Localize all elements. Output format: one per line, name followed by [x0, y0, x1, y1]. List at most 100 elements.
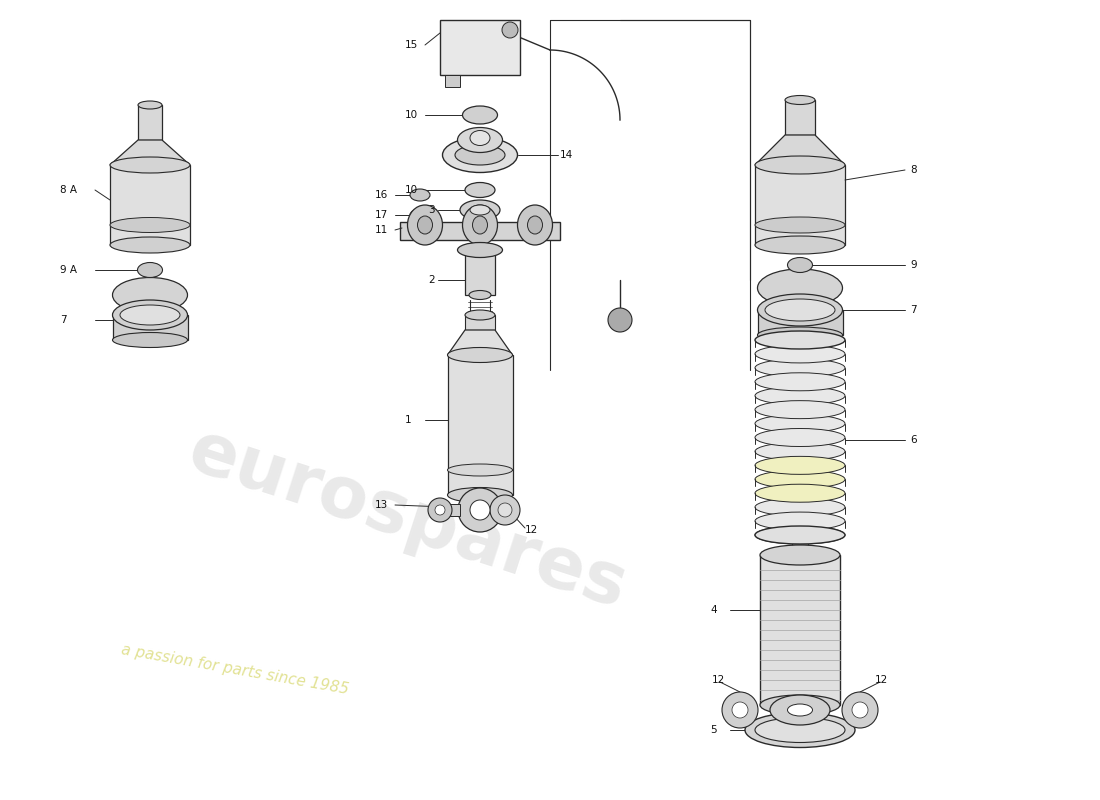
- Polygon shape: [110, 140, 190, 165]
- Ellipse shape: [410, 209, 430, 221]
- Ellipse shape: [528, 216, 542, 234]
- Text: 5: 5: [710, 725, 716, 735]
- Ellipse shape: [755, 512, 845, 530]
- Text: 8: 8: [910, 165, 916, 175]
- Bar: [440, 20, 520, 75]
- Ellipse shape: [788, 704, 813, 716]
- Text: 12: 12: [712, 675, 725, 685]
- Circle shape: [458, 488, 502, 532]
- Circle shape: [608, 308, 632, 332]
- Text: eurospares: eurospares: [180, 417, 636, 623]
- Ellipse shape: [755, 718, 845, 742]
- Circle shape: [434, 505, 446, 515]
- Ellipse shape: [785, 95, 815, 105]
- Text: 12: 12: [525, 525, 538, 535]
- Ellipse shape: [758, 327, 843, 343]
- Text: 7: 7: [60, 315, 67, 325]
- Ellipse shape: [460, 200, 500, 220]
- Ellipse shape: [764, 299, 835, 321]
- Circle shape: [732, 702, 748, 718]
- Ellipse shape: [760, 545, 840, 565]
- Ellipse shape: [138, 262, 163, 278]
- Text: a passion for parts since 1985: a passion for parts since 1985: [120, 642, 350, 698]
- Ellipse shape: [112, 333, 187, 347]
- Circle shape: [490, 495, 520, 525]
- Ellipse shape: [470, 130, 490, 146]
- Ellipse shape: [112, 300, 187, 330]
- Ellipse shape: [110, 237, 190, 253]
- Circle shape: [842, 692, 878, 728]
- Ellipse shape: [110, 218, 190, 233]
- Ellipse shape: [462, 205, 497, 245]
- Bar: [138, 105, 162, 140]
- Ellipse shape: [465, 310, 495, 320]
- Ellipse shape: [465, 182, 495, 198]
- Ellipse shape: [755, 526, 845, 544]
- Bar: [446, 504, 460, 516]
- Text: 12: 12: [874, 675, 889, 685]
- Circle shape: [722, 692, 758, 728]
- Ellipse shape: [112, 278, 187, 313]
- Text: 9: 9: [910, 260, 916, 270]
- Ellipse shape: [448, 464, 513, 476]
- Ellipse shape: [110, 157, 190, 173]
- Ellipse shape: [120, 305, 180, 325]
- Polygon shape: [448, 330, 513, 355]
- Ellipse shape: [755, 373, 845, 390]
- Ellipse shape: [517, 205, 552, 245]
- Ellipse shape: [755, 414, 845, 433]
- Text: 7: 7: [910, 305, 916, 315]
- Ellipse shape: [448, 347, 513, 362]
- Ellipse shape: [770, 695, 830, 725]
- Text: 14: 14: [560, 150, 573, 160]
- Ellipse shape: [462, 106, 497, 124]
- Ellipse shape: [758, 269, 843, 307]
- Ellipse shape: [755, 456, 845, 474]
- Text: 1: 1: [405, 415, 411, 425]
- Text: 6: 6: [910, 435, 916, 445]
- Ellipse shape: [418, 216, 432, 234]
- Ellipse shape: [755, 236, 845, 254]
- Bar: [760, 555, 840, 705]
- Ellipse shape: [755, 470, 845, 488]
- Bar: [112, 315, 187, 340]
- Circle shape: [502, 22, 518, 38]
- Text: 16: 16: [375, 190, 388, 200]
- Ellipse shape: [758, 294, 843, 326]
- Circle shape: [470, 500, 490, 520]
- Ellipse shape: [755, 359, 845, 377]
- Bar: [785, 100, 815, 135]
- Bar: [446, 75, 460, 87]
- Circle shape: [498, 503, 512, 517]
- Ellipse shape: [788, 258, 813, 273]
- Ellipse shape: [473, 216, 487, 234]
- Ellipse shape: [755, 401, 845, 418]
- Text: 13: 13: [375, 500, 388, 510]
- Ellipse shape: [755, 331, 845, 349]
- Ellipse shape: [755, 345, 845, 363]
- Circle shape: [428, 498, 452, 522]
- Text: 15: 15: [405, 40, 418, 50]
- Ellipse shape: [755, 526, 845, 544]
- Ellipse shape: [745, 713, 855, 747]
- Text: 3: 3: [428, 205, 435, 215]
- Ellipse shape: [469, 290, 491, 299]
- Text: 17: 17: [375, 210, 388, 220]
- Text: 10: 10: [405, 185, 418, 195]
- Ellipse shape: [458, 127, 503, 153]
- Polygon shape: [755, 135, 845, 165]
- Text: 8 A: 8 A: [60, 185, 77, 195]
- Ellipse shape: [755, 484, 845, 502]
- Text: 11: 11: [375, 225, 388, 235]
- Ellipse shape: [455, 145, 505, 165]
- Circle shape: [852, 702, 868, 718]
- Text: 4: 4: [710, 605, 716, 615]
- Bar: [448, 355, 513, 495]
- Text: 9 A: 9 A: [60, 265, 77, 275]
- Ellipse shape: [755, 217, 845, 233]
- Ellipse shape: [470, 205, 490, 215]
- Text: 2: 2: [428, 275, 435, 285]
- Bar: [465, 250, 495, 295]
- Ellipse shape: [448, 487, 513, 502]
- Bar: [110, 165, 190, 245]
